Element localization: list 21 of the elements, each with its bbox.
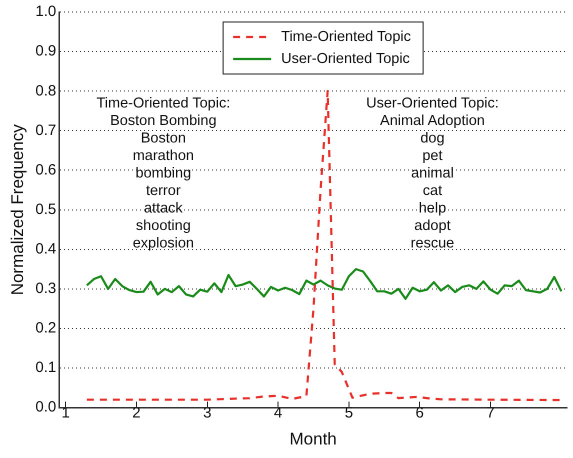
legend-label: User-Oriented Topic bbox=[281, 51, 410, 67]
line-series bbox=[86, 90, 562, 402]
y-tick-label: 0.4 bbox=[35, 240, 56, 258]
y-tick-label: 1.0 bbox=[35, 3, 56, 20]
text: Time-Oriented Topic: Boston Bombing Boston marathon bombing terror attack shooting explosion bbox=[96, 95, 230, 252]
x-tick-label: 4 bbox=[274, 404, 282, 422]
y-tick-label: 0.3 bbox=[35, 280, 56, 298]
legend-label: Time-Oriented Topic bbox=[281, 29, 411, 45]
y-tick-label: 0.0 bbox=[35, 398, 56, 416]
y-tick-label: 0.6 bbox=[35, 161, 56, 178]
y-tick-label: 0.9 bbox=[35, 42, 56, 60]
y-tick-label: 0.8 bbox=[35, 82, 56, 100]
text: User-Oriented Topic: Animal Adoption dog pet animal cat help adopt rescue bbox=[366, 95, 499, 252]
y-tick-label: 0.7 bbox=[35, 122, 56, 139]
y-tick-label: 0.5 bbox=[35, 200, 56, 218]
x-tick-label: 1 bbox=[61, 404, 70, 422]
y-tick-label: 0.2 bbox=[35, 320, 56, 337]
y-axis-title: Normalized Frequency bbox=[8, 124, 27, 296]
y-tick-label: 0.1 bbox=[35, 359, 56, 376]
x-tick-label: 6 bbox=[416, 404, 424, 422]
x-axis-title: Month bbox=[290, 429, 337, 448]
